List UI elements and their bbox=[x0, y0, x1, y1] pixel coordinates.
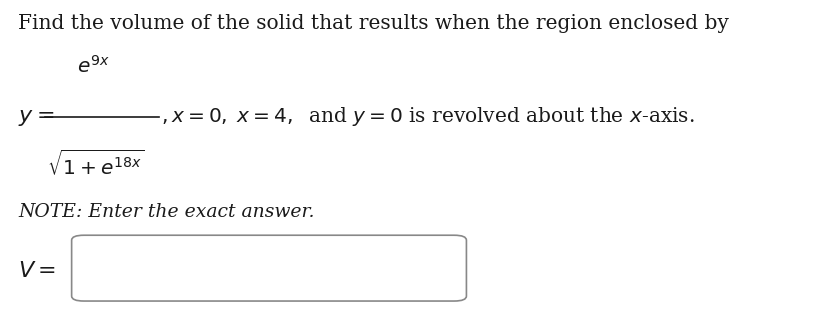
Text: $\sqrt{1+e^{18x}}$: $\sqrt{1+e^{18x}}$ bbox=[47, 150, 145, 179]
Text: $e^{9x}$: $e^{9x}$ bbox=[77, 55, 110, 77]
Text: $y = $: $y = $ bbox=[18, 106, 55, 128]
Text: NOTE: Enter the exact answer.: NOTE: Enter the exact answer. bbox=[18, 203, 314, 221]
FancyBboxPatch shape bbox=[72, 235, 466, 301]
Text: $,$: $,$ bbox=[161, 107, 168, 126]
Text: $V = $: $V = $ bbox=[18, 261, 55, 282]
Text: Find the volume of the solid that results when the region enclosed by: Find the volume of the solid that result… bbox=[18, 13, 729, 33]
Text: $x = 0, \; x = 4, \;$ and $y = 0$ is revolved about the $x$-axis.: $x = 0, \; x = 4, \;$ and $y = 0$ is rev… bbox=[171, 105, 694, 128]
